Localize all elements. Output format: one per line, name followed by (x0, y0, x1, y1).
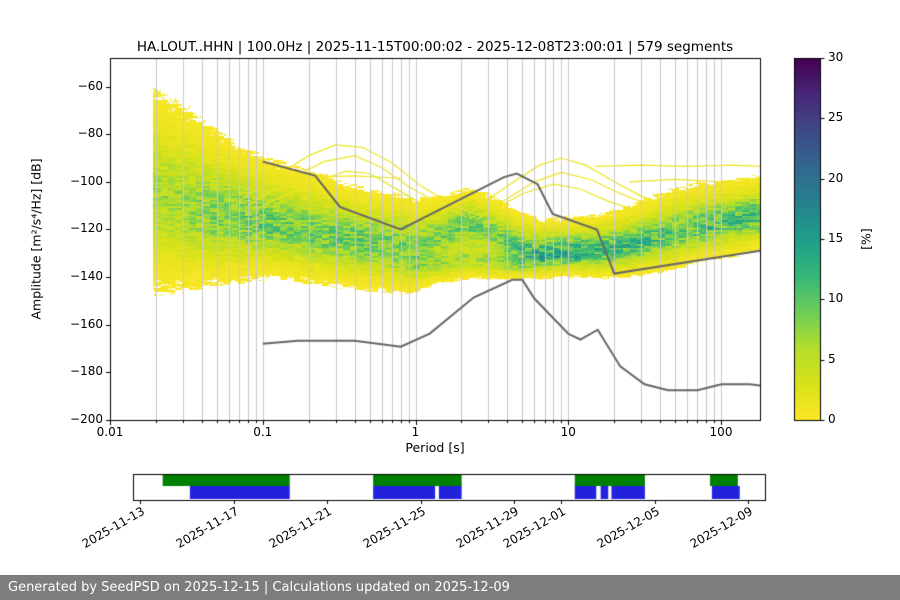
y-tick-label: −100 (70, 173, 103, 188)
ppsd-plot-canvas (0, 0, 900, 575)
y-tick-label: −140 (70, 269, 103, 284)
y-tick-label: −60 (77, 78, 103, 93)
x-tick-label: 1 (411, 425, 420, 439)
footer-bar: Generated by SeedPSD on 2025-12-15 | Cal… (0, 575, 900, 600)
x-tick-label: 10 (560, 425, 576, 439)
colorbar-label: [%] (858, 228, 874, 250)
x-tick-label: 0.01 (96, 425, 124, 439)
colorbar-tick-label: 30 (828, 50, 844, 64)
y-tick-label: −160 (70, 316, 103, 331)
colorbar-tick-label: 20 (828, 170, 844, 185)
x-tick-label: 100 (709, 425, 733, 439)
y-tick-label: −180 (70, 364, 103, 379)
colorbar-tick-label: 25 (828, 110, 844, 125)
colorbar-tick-label: 15 (828, 231, 844, 245)
y-axis-label: Amplitude [m²/s⁴/Hz] [dB] (28, 158, 44, 320)
y-tick-label: −200 (70, 412, 103, 426)
colorbar-tick-label: 10 (828, 291, 844, 306)
x-tick-label: 0.1 (253, 425, 273, 439)
plot-title: HA.LOUT..HHN | 100.0Hz | 2025-11-15T00:0… (136, 39, 734, 55)
colorbar-tick-label: 0 (828, 412, 836, 426)
x-axis-label: Period [s] (405, 440, 465, 455)
colorbar-tick-label: 5 (828, 351, 836, 366)
y-tick-label: −80 (77, 126, 103, 141)
footer-text: Generated by SeedPSD on 2025-12-15 | Cal… (8, 580, 510, 595)
y-tick-label: −120 (70, 221, 103, 236)
